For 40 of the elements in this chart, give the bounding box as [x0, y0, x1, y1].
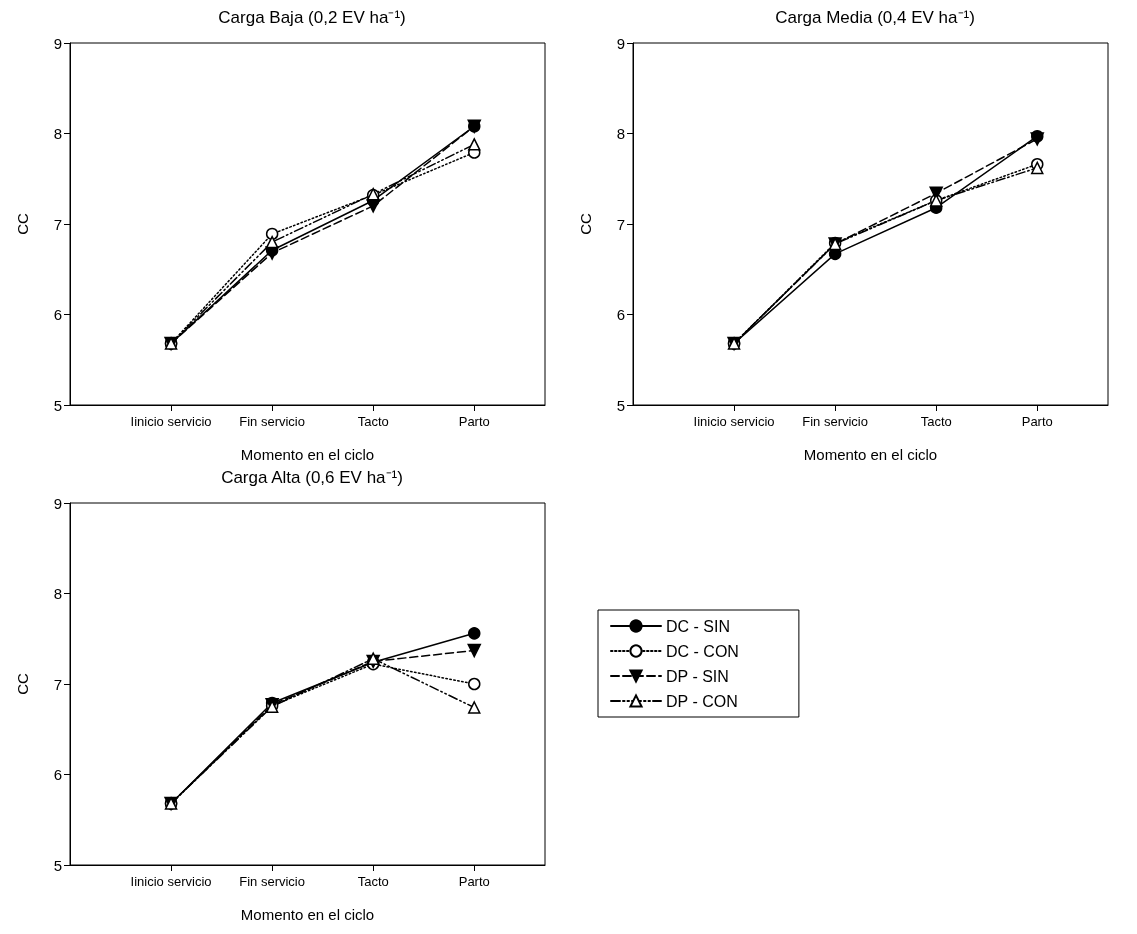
y-tick-label: 8 [53, 125, 62, 142]
x-tick-label: Parto [458, 874, 490, 889]
x-tick-label: Tacto [357, 414, 389, 429]
y-tick-label: 9 [616, 34, 625, 52]
legend-label: DP - CON [666, 692, 738, 710]
y-axis-title: CC [577, 213, 594, 235]
y-axis-title: CC [14, 673, 31, 695]
legend-label: DC - CON [666, 642, 739, 660]
y-tick-label: 7 [53, 675, 62, 693]
x-axis-title: Momento en el ciclo [803, 446, 938, 463]
x-tick-label: Parto [458, 414, 490, 429]
x-tick-label: Fin servicio [239, 874, 305, 889]
x-tick-label: Iinicio servicio [130, 414, 212, 429]
x-tick-label: Tacto [357, 874, 389, 889]
y-tick-label: 5 [53, 856, 62, 874]
y-tick-label: 9 [53, 494, 62, 512]
x-tick-label: Parto [1021, 414, 1053, 429]
y-tick-label: 8 [616, 125, 625, 142]
x-tick-label: Iinicio servicio [130, 874, 212, 889]
y-tick-label: 8 [53, 585, 62, 602]
x-tick-label: Iinicio servicio [693, 414, 775, 429]
x-tick-label: Fin servicio [239, 414, 305, 429]
y-tick-label: 6 [616, 306, 625, 323]
x-tick-label: Fin servicio [802, 414, 868, 429]
y-axis-title: CC [14, 213, 31, 235]
chart-title: Carga Media (0,4 EV ha⁻¹) [775, 8, 975, 27]
y-tick-label: 7 [53, 215, 62, 233]
y-tick-label: 7 [616, 215, 625, 233]
y-tick-label: 6 [53, 766, 62, 783]
y-tick-label: 9 [53, 34, 62, 52]
x-axis-title: Momento en el ciclo [240, 446, 375, 463]
x-tick-label: Tacto [920, 414, 952, 429]
y-tick-label: 5 [53, 396, 62, 414]
y-tick-label: 6 [53, 306, 62, 323]
legend-label: DC - SIN [666, 617, 730, 635]
x-axis-title: Momento en el ciclo [240, 906, 375, 923]
chart-title: Carga Baja (0,2 EV ha⁻¹) [218, 8, 406, 27]
y-tick-label: 5 [616, 396, 625, 414]
chart-title: Carga Alta (0,6 EV ha⁻¹) [221, 468, 403, 487]
legend-label: DP - SIN [666, 667, 729, 685]
